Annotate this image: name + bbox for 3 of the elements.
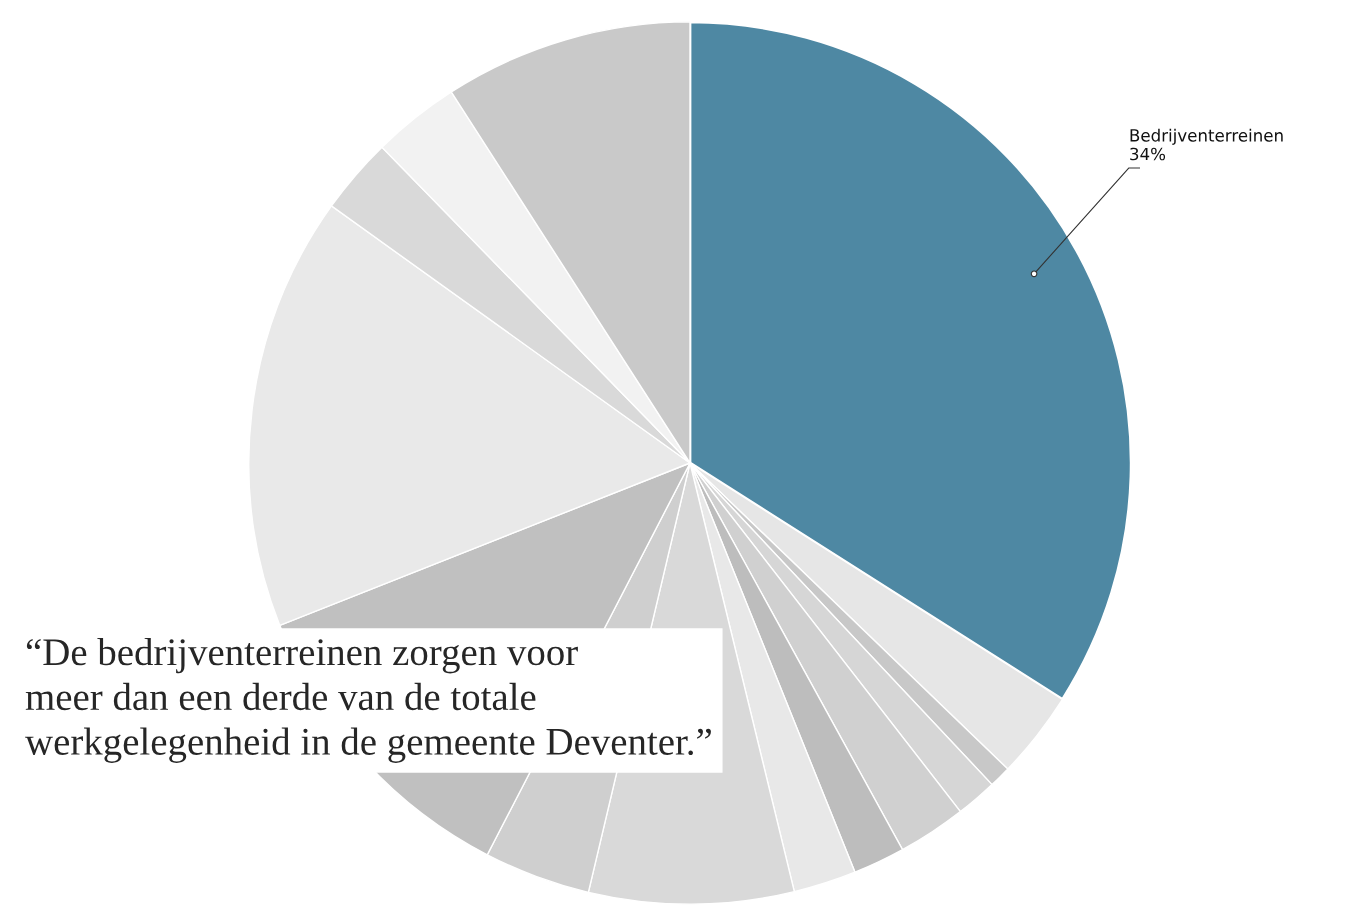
- slice-label: Bedrijventerreinen: [1130, 128, 1283, 145]
- data-label: 34%: [1130, 147, 1166, 161]
- text: “De bedrijventerreinen zorgen voor meer dan een derde van de totale werkgelegenheid in de gemeente Deventer.”: [25, 638, 711, 763]
